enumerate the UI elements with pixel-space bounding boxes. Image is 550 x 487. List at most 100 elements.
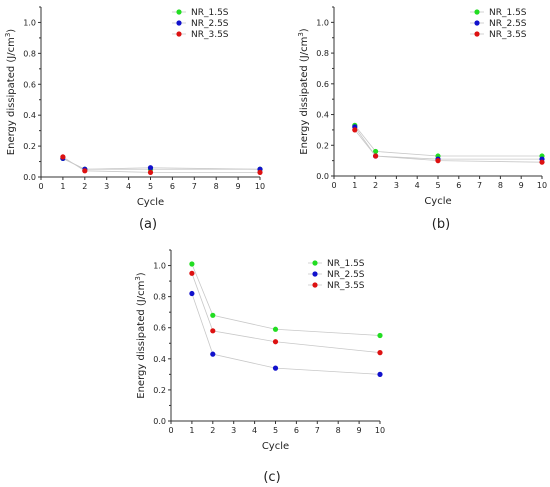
y-tick-label: 1.0 xyxy=(316,18,329,27)
data-point xyxy=(82,168,88,174)
x-tick-label: 0 xyxy=(331,181,336,190)
panel-label: (a) xyxy=(139,217,157,232)
legend-marker xyxy=(474,20,480,26)
y-axis-label: Energy dissipated (J/cm3) xyxy=(4,29,17,156)
series-NR_3.5S xyxy=(189,270,383,356)
y-axis-label-sup: 3 xyxy=(134,276,142,280)
data-point xyxy=(147,165,154,171)
x-tick-label: 3 xyxy=(394,181,399,190)
legend-label: NR_1.5S xyxy=(327,259,365,269)
series-NR_3.5S xyxy=(352,127,545,165)
y-tick-label: 0.0 xyxy=(316,172,329,181)
y-tick-label: 0.8 xyxy=(153,293,166,302)
legend-label: NR_1.5S xyxy=(191,8,229,18)
legend-marker xyxy=(176,31,182,37)
series-line xyxy=(62,158,261,170)
data-point xyxy=(352,127,358,133)
legend-label: NR_3.5S xyxy=(191,30,229,40)
legend-marker xyxy=(474,9,480,15)
x-tick-label: 0 xyxy=(38,182,43,191)
y-tick-label: 0.8 xyxy=(23,49,36,58)
x-tick-label: 6 xyxy=(170,182,175,191)
data-point xyxy=(435,158,441,164)
x-tick-label: 6 xyxy=(294,426,299,435)
data-point xyxy=(210,312,216,318)
data-point xyxy=(210,328,216,334)
y-tick-label: 0.6 xyxy=(153,324,166,333)
data-point xyxy=(377,350,383,356)
x-tick-label: 7 xyxy=(192,182,197,191)
x-tick-label: 2 xyxy=(210,426,215,435)
x-tick-label: 8 xyxy=(214,182,219,191)
series-line xyxy=(354,125,542,157)
x-tick-label: 4 xyxy=(252,426,257,435)
legend-label: NR_3.5S xyxy=(327,281,365,291)
y-tick-label: 0.6 xyxy=(23,80,36,89)
y-tick-label: 0.0 xyxy=(23,173,36,182)
y-axis-label-sup: 3 xyxy=(4,33,12,37)
y-tick-label: 0.0 xyxy=(153,417,166,426)
data-point xyxy=(272,326,279,332)
x-tick-label: 3 xyxy=(231,426,236,435)
legend-marker xyxy=(474,31,480,37)
data-point xyxy=(272,365,279,371)
x-tick-label: 4 xyxy=(415,181,420,190)
x-tick-label: 5 xyxy=(273,426,278,435)
data-point xyxy=(147,169,154,175)
chart-panel-2: 0 1 2 3 4 5 6 7 8 9 10 0.0 0.2 0.4 0.6 0.8 1.0 Cycle Energ… xyxy=(297,6,547,232)
data-point xyxy=(377,332,383,339)
legend-label: NR_3.5S xyxy=(489,30,527,40)
x-tick-label: 1 xyxy=(60,182,65,191)
y-axis-label-close: ) xyxy=(6,29,17,33)
chart-panel-3: 0 1 2 3 4 5 6 7 8 9 10 0.0 0.2 0.4 0.6 0.8 1.0 Cycle Energ… xyxy=(134,249,385,485)
x-tick-label: 2 xyxy=(82,182,87,191)
y-tick-label: 0.2 xyxy=(23,142,36,151)
y-tick-label: 0.8 xyxy=(316,49,329,58)
data-point xyxy=(373,148,379,155)
series-NR_3.5S xyxy=(60,154,263,175)
series-line xyxy=(354,126,542,160)
legend-label: NR_2.5S xyxy=(191,19,229,29)
x-tick-label: 10 xyxy=(375,426,385,435)
y-axis-label-sup: 3 xyxy=(297,32,305,36)
x-tick-label: 2 xyxy=(373,181,378,190)
data-point xyxy=(377,371,383,377)
legend-marker xyxy=(312,271,318,277)
y-tick-label: 0.4 xyxy=(23,111,36,120)
y-axis-label-close: ) xyxy=(136,272,147,276)
x-tick-label: 6 xyxy=(456,181,461,190)
data-point xyxy=(189,270,195,276)
x-tick-label: 8 xyxy=(498,181,503,190)
y-tick-label: 0.4 xyxy=(153,355,166,364)
series-line xyxy=(191,263,381,336)
series-NR_1.5S xyxy=(352,122,545,159)
x-tick-label: 9 xyxy=(236,182,241,191)
y-tick-label: 0.2 xyxy=(153,386,166,395)
x-tick-label: 3 xyxy=(104,182,109,191)
y-axis-label-main: Energy dissipated (J/cm xyxy=(136,281,147,399)
x-tick-label: 5 xyxy=(148,182,153,191)
series-line xyxy=(62,156,260,173)
panel-label: (b) xyxy=(432,217,450,232)
y-axis-label-close: ) xyxy=(299,28,310,32)
y-tick-label: 1.0 xyxy=(153,262,166,271)
y-tick-label: 0.6 xyxy=(316,80,329,89)
x-tick-label: 9 xyxy=(357,426,362,435)
data-point xyxy=(373,153,379,159)
series-line xyxy=(191,273,381,353)
data-point xyxy=(257,169,263,175)
x-tick-label: 9 xyxy=(519,181,524,190)
y-axis-label-main: Energy dissipated (J/cm xyxy=(6,37,17,155)
legend-marker xyxy=(312,260,318,266)
data-point xyxy=(210,351,216,357)
y-axis-label: Energy dissipated (J/cm3) xyxy=(297,28,310,155)
y-tick-label: 1.0 xyxy=(23,18,36,27)
legend-marker xyxy=(176,9,182,15)
x-tick-label: 10 xyxy=(255,182,265,191)
series-line xyxy=(354,129,543,163)
x-tick-label: 5 xyxy=(435,181,440,190)
